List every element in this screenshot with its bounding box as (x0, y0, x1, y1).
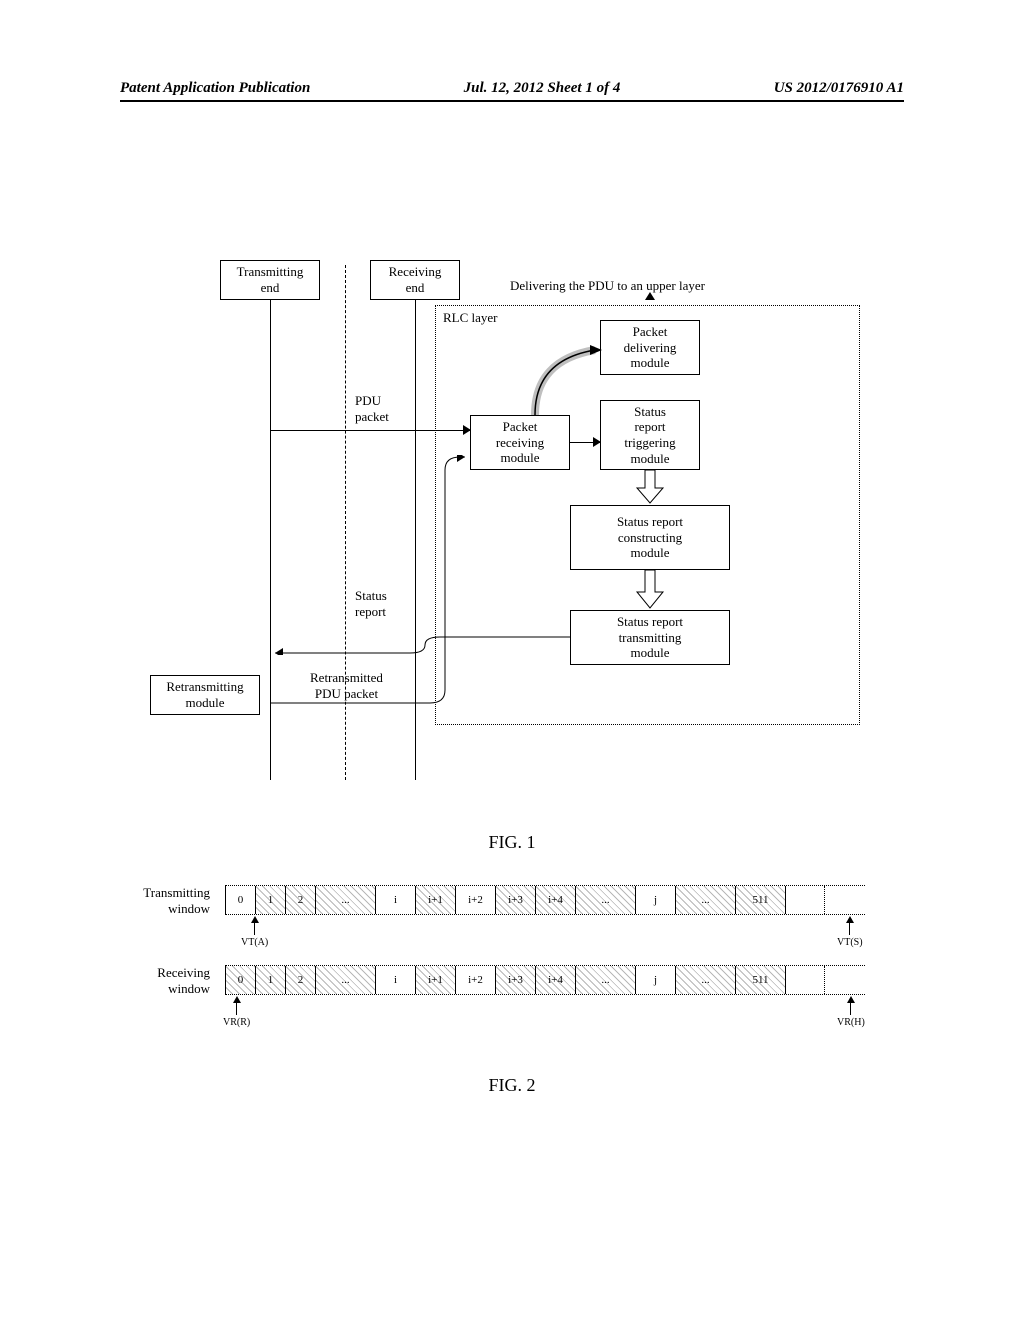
vt-a-label: VT(A) (241, 937, 268, 948)
window-cell: i+1 (415, 966, 455, 994)
window-cell: 2 (285, 886, 315, 914)
window-cell: ... (675, 966, 735, 994)
pdu-packet-label: PDU packet (355, 393, 389, 424)
window-cell: ... (315, 966, 375, 994)
delivering-upper-text: Delivering the PDU to an upper layer (510, 278, 705, 294)
rlc-layer-label: RLC layer (443, 310, 498, 326)
vr-h-pointer: VR(H) (837, 996, 865, 1028)
retransmitting-box: Retransmitting module (150, 675, 260, 715)
vr-h-label: VR(H) (837, 1017, 865, 1028)
window-cell: 511 (735, 886, 785, 914)
vt-s-label: VT(S) (837, 937, 863, 948)
packet-receiving-box: Packet receiving module (470, 415, 570, 470)
window-cell: j (635, 886, 675, 914)
trigger-to-construct-arrow (635, 470, 665, 505)
delivering-arrow-icon (645, 292, 655, 300)
vr-r-label: VR(R) (223, 1017, 250, 1028)
header-center: Jul. 12, 2012 Sheet 1 of 4 (464, 80, 621, 97)
fig1-label: FIG. 1 (0, 832, 1024, 853)
window-cell: ... (575, 886, 635, 914)
window-cell: 1 (255, 966, 285, 994)
packet-delivering-label: Packet delivering module (624, 324, 677, 371)
rx-window-row: 012...ii+1i+2i+3i+4...j...511 (225, 965, 865, 995)
window-cell: i+3 (495, 966, 535, 994)
figure-1: Transmitting end Receiving end Deliverin… (180, 260, 860, 820)
window-cell: 2 (285, 966, 315, 994)
construct-to-transmit-arrow (635, 570, 665, 610)
window-cell: i (375, 966, 415, 994)
receiving-to-delivering-arrow (520, 320, 610, 420)
window-cell: 0 (225, 966, 255, 994)
window-cell: i+3 (495, 886, 535, 914)
receiving-end-box: Receiving end (370, 260, 460, 300)
pdu-packet-line (270, 430, 470, 431)
fig2-label: FIG. 2 (0, 1075, 1024, 1096)
window-cell: j (635, 966, 675, 994)
window-cell: ... (675, 886, 735, 914)
receiving-end-label: Receiving end (389, 264, 442, 295)
vr-r-pointer: VR(R) (223, 996, 250, 1028)
retransmitted-pdu-line (265, 455, 475, 710)
header-right: US 2012/0176910 A1 (774, 80, 904, 97)
window-cell: ... (315, 886, 375, 914)
tx-window-label: Transmitting window (120, 885, 210, 917)
status-transmitting-box: Status report transmitting module (570, 610, 730, 665)
window-cell: 1 (255, 886, 285, 914)
window-cell: i (375, 886, 415, 914)
tx-window-row: 012...ii+1i+2i+3i+4...j...511 (225, 885, 865, 915)
header-left: Patent Application Publication (120, 80, 310, 97)
window-cell: ... (575, 966, 635, 994)
window-cell: 0 (225, 886, 255, 914)
window-cell (785, 966, 825, 994)
window-cell: 511 (735, 966, 785, 994)
transmitting-end-label: Transmitting end (237, 264, 304, 295)
window-cell: i+2 (455, 966, 495, 994)
transmitting-end-box: Transmitting end (220, 260, 320, 300)
status-triggering-box: Status report triggering module (600, 400, 700, 470)
window-cell (785, 886, 825, 914)
recv-to-trigger-arrow-icon (593, 437, 601, 447)
window-cell: i+1 (415, 886, 455, 914)
vt-a-pointer: VT(A) (241, 916, 268, 948)
window-cell: i+4 (535, 966, 575, 994)
packet-delivering-box: Packet delivering module (600, 320, 700, 375)
status-constructing-label: Status report constructing module (617, 514, 683, 561)
status-transmitting-label: Status report transmitting module (617, 614, 683, 661)
retransmitting-label: Retransmitting module (166, 679, 243, 710)
status-constructing-box: Status report constructing module (570, 505, 730, 570)
vt-s-pointer: VT(S) (837, 916, 863, 948)
page-header: Patent Application Publication Jul. 12, … (120, 80, 904, 102)
rx-window-label: Receiving window (120, 965, 210, 997)
packet-receiving-label: Packet receiving module (496, 419, 544, 466)
window-cell: i+2 (455, 886, 495, 914)
window-cell: i+4 (535, 886, 575, 914)
pdu-arrow-icon (463, 425, 471, 435)
status-triggering-label: Status report triggering module (624, 404, 675, 466)
